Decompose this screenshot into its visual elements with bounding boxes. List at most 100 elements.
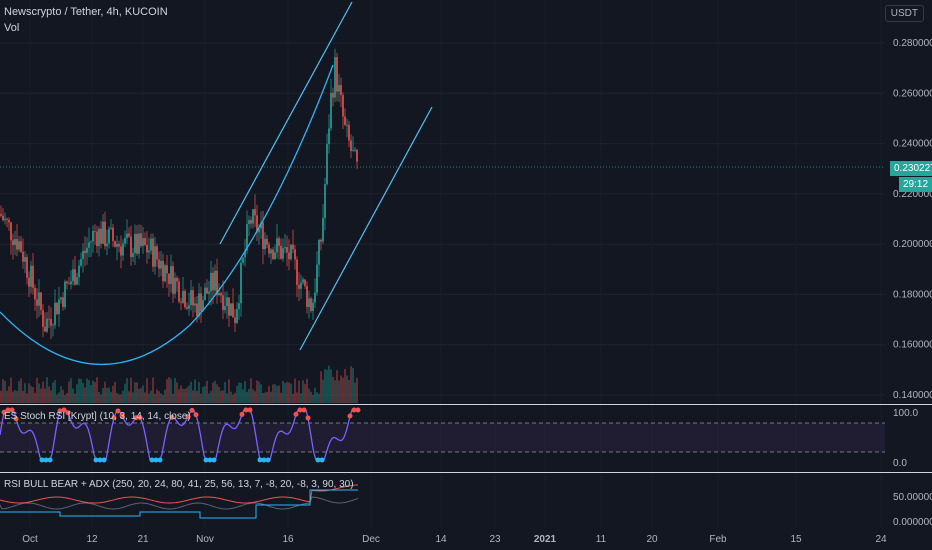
volume-bar [54,380,56,403]
candle-body [150,238,152,251]
candle-body [334,57,336,98]
candle-body [176,277,178,282]
stoch-rsi-title[interactable]: ES Stoch RSI [Krypt] (10, 3, 14, 14, clo… [4,411,191,422]
candle-body [320,239,322,242]
time-label: 15 [790,534,802,545]
volume-bar [186,387,188,403]
candle-body [24,257,26,262]
volume-bar [136,382,138,403]
volume-bar [302,380,304,403]
volume-bar [126,377,128,403]
rsi-adx-title[interactable]: RSI BULL BEAR + ADX (250, 20, 24, 80, 41… [4,479,354,490]
candle-body [138,233,140,254]
candle-body [290,244,292,260]
volume-bar [184,389,186,403]
volume-bar [278,385,280,403]
volume-bar [178,389,180,403]
candle-body [120,246,122,256]
candle-body [318,239,320,265]
candle-body [10,222,12,241]
volume-bar [230,391,232,403]
volume-bar [348,379,350,403]
candle-body [74,269,76,285]
volume-bar [128,391,130,403]
volume-bar [36,377,38,403]
overbought-dot [61,407,67,413]
candle-body [20,241,22,252]
candle-body [252,209,254,224]
time-label: 20 [646,534,658,545]
oversold-dot [43,457,49,463]
candle-body [350,140,352,152]
time-axis: Oct 12 21 Nov 16 Dec 14 23 2021 11 20 Feb 15 24 [22,534,887,545]
volume-bar [106,387,108,403]
candle-body [202,300,204,312]
oversold-dot [203,457,209,463]
volume-bar [52,382,54,403]
candle-body [354,149,356,151]
channel-upper-line [219,1,353,245]
candle-body [164,265,166,282]
candle-body [78,265,80,278]
candle-body [70,281,72,285]
volume-bar [294,378,296,403]
volume-bar [208,393,210,403]
volume-bar [8,386,10,403]
volume-bar [162,394,164,403]
candle-body [214,270,216,291]
overbought-dot [13,416,19,422]
volume-bar [142,385,144,403]
volume-bar [56,394,58,403]
candle-body [218,293,220,296]
candle-body [98,228,100,247]
volume-bar [260,384,262,403]
candle-body [232,303,234,318]
volume-bar [10,377,12,403]
oversold-dot [211,457,217,463]
volume-bar [310,391,312,403]
candle-body [282,248,284,259]
candle-body [112,227,114,242]
candle-body [40,292,42,311]
volume-bar [286,382,288,403]
volume-bar [156,389,158,403]
volume-bar [320,371,322,403]
volume-bar [314,387,316,403]
oversold-dot [47,457,53,463]
candle-body [310,298,312,311]
volume-label[interactable]: Vol [4,22,20,34]
candle-body [18,241,20,250]
candle-body [0,213,2,216]
signal-step-line [0,489,358,519]
candle-body [66,281,68,284]
volume-bar [262,392,264,403]
volume-bar [274,384,276,403]
volume-bar [80,378,82,403]
candle-body [250,220,252,224]
overbought-dot [355,407,361,413]
candle-body [94,230,96,232]
symbol-title[interactable]: Newscrypto / Tether, 4h, KUCOIN [4,6,168,18]
candle-body [254,209,256,216]
pane-separator-2[interactable] [0,472,932,473]
volume-bar [228,379,230,403]
candle-body [46,318,48,332]
candle-body [130,236,132,258]
volume-bar [280,392,282,403]
currency-button[interactable]: USDT [884,5,924,22]
volume-bar [256,380,258,403]
pane-separator-1[interactable] [0,404,932,405]
volume-bar [120,394,122,403]
candle-body [162,260,164,282]
oversold-dot [39,457,45,463]
candle-body [342,95,344,117]
rsi-lower-label: 0.000000 [893,517,932,528]
candle-body [268,244,270,254]
volume-bar [150,390,152,403]
volume-bar [194,379,196,403]
time-label: 23 [489,534,501,545]
volume-bar [70,378,72,403]
candle-body [180,301,182,303]
volume-bar [28,383,30,403]
